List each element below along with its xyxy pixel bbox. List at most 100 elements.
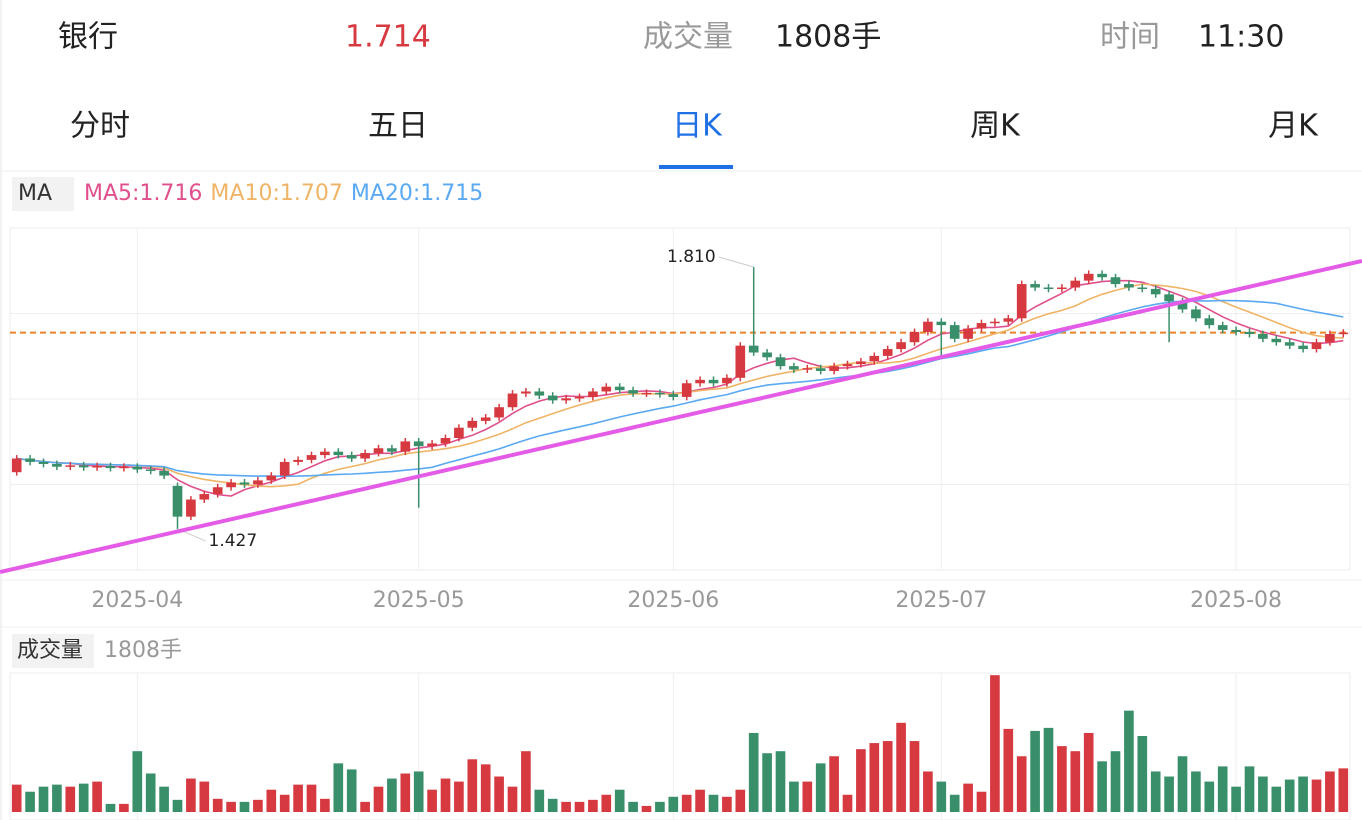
volume-bar [829,756,839,812]
candle-body [1311,342,1322,350]
x-tick-label: 2025-07 [895,588,987,613]
candle-body [293,459,303,462]
candle-body [1083,273,1094,281]
candle-body [856,361,866,365]
volume-bar [1298,776,1308,812]
candle-body [1030,284,1040,288]
volume-bar [413,771,424,812]
volume-bar [815,763,826,812]
volume-bar [521,751,531,812]
x-tick-label: 2025-05 [373,588,465,613]
volume-bar [480,764,491,812]
candle-body [1097,273,1107,278]
volume-bar [909,741,920,812]
candle-body [400,441,411,452]
x-tick-label: 2025-06 [627,588,719,613]
volume-bar [547,798,558,812]
volume-bar [92,781,102,812]
candle-body [534,391,545,396]
candle-body [494,407,504,418]
candle-body [1325,334,1335,343]
candle-body [547,395,558,401]
candle-body [1150,288,1161,295]
candle-body [1191,309,1201,319]
volume-bar [1083,732,1094,812]
volume-bar [1030,730,1040,812]
candle-body [1110,277,1121,285]
volume-bar [306,784,317,812]
time-value: 11:30 [1198,20,1284,55]
candle-body [1271,338,1282,343]
volume-bar [588,799,598,812]
candle-body [38,461,49,464]
volume-bar [1016,756,1027,812]
volume-bar [360,801,370,812]
candle-body [949,325,960,339]
candle-body [521,391,531,394]
tab[interactable]: 五日 [368,109,428,144]
trend-line [0,259,1362,574]
ma-title: MA [18,181,52,206]
candle-body [789,366,799,370]
volume-bar [1110,751,1121,812]
volume-bar [78,783,89,812]
candle-body [641,392,652,395]
candle-body [882,349,893,356]
volume-bar [949,794,960,812]
candle-body [655,392,665,395]
legend-entry: MA10:1.707 [210,181,342,206]
volume-bar [762,753,772,812]
candle-body [1204,318,1215,326]
volume-bar [253,799,263,812]
volume-bar [105,803,116,812]
candle-body [306,455,317,460]
volume-bar [440,778,451,812]
tab[interactable]: 分时 [70,109,130,144]
volume-bar [842,794,853,812]
stock-name: 银行 [58,20,118,55]
tab[interactable]: 周K [970,109,1021,144]
candle-body [52,463,62,467]
candle-body [574,396,585,399]
volume-bar [802,781,813,812]
candle-body [1177,301,1188,310]
candle-body [1016,284,1027,319]
candle-body [1057,287,1067,290]
candle-body [413,441,424,447]
candle-body [454,427,464,438]
ma-badge [12,177,74,211]
candle-body [266,475,277,481]
volume-bar [1177,756,1188,812]
volume-bar [534,789,545,812]
candle-body [25,458,35,462]
ma-line [16,283,1344,488]
candle-body [333,451,344,456]
candle-body [923,321,933,332]
volume-bar [1043,727,1054,812]
volume-bar [293,784,303,812]
volume-bar [400,773,411,812]
candle-body [132,466,143,470]
candle-body [561,398,571,401]
volume-bar [628,801,638,812]
tab[interactable]: 日K [672,109,723,144]
candle-body [186,499,196,517]
candle-body [588,391,598,397]
candle-body [802,368,813,370]
candle-body [1217,325,1228,330]
tab[interactable]: 月K [1268,109,1319,144]
candle-body [467,420,478,428]
volume-bar [1325,771,1335,812]
annotation: 1.427 [209,531,258,551]
candle-body [869,355,880,362]
volume-bar [655,801,665,812]
volume-bar [856,749,866,812]
volume-bar [172,799,183,812]
candle-body [373,448,384,454]
candle-body [936,321,947,326]
candle-body [735,345,746,378]
stock-price: 1.714 [345,20,431,55]
volume-panel-title: 成交量 [17,638,83,663]
tab-indicator [659,165,733,169]
annotation: 1.810 [667,247,716,267]
